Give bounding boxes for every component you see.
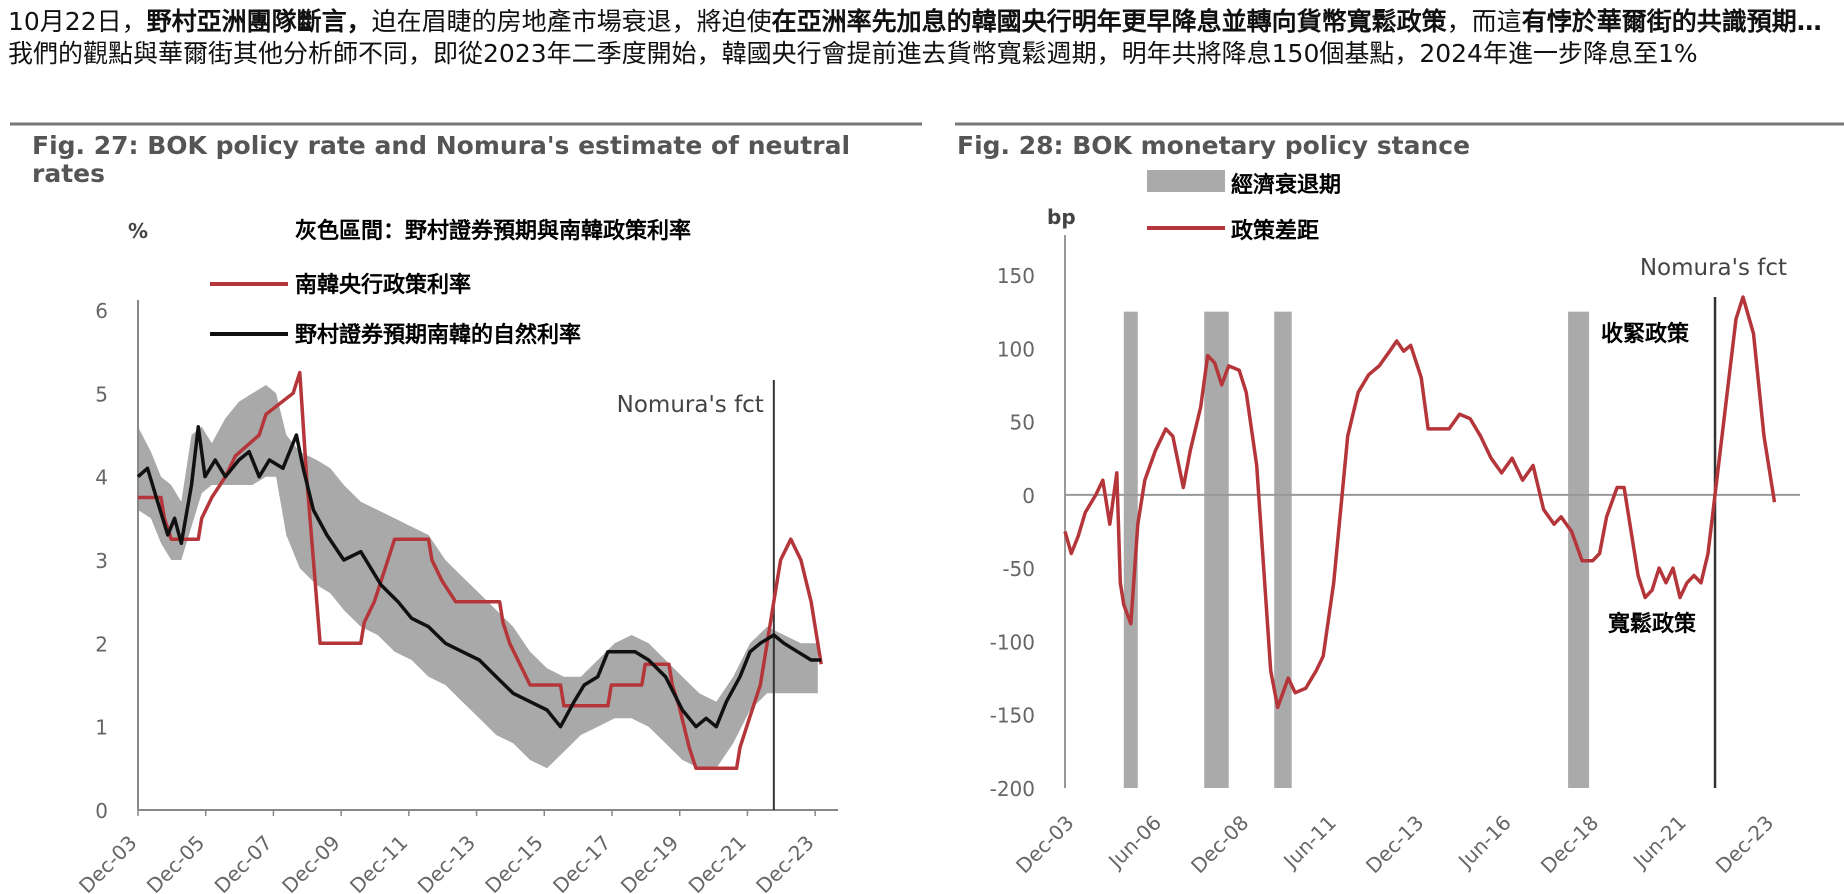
recession-bar xyxy=(1123,311,1138,788)
forecast-label: Nomura's fct xyxy=(617,392,764,418)
x-tick-label: Dec-03 xyxy=(74,831,141,894)
y-tick-label: -200 xyxy=(990,777,1035,801)
headline-segment: ，而這 xyxy=(1446,7,1522,36)
y-tick-label: -50 xyxy=(1002,557,1035,581)
annotation-label: 收緊政策 xyxy=(1601,321,1690,347)
x-tick-label: Dec-23 xyxy=(1711,811,1778,878)
legend-label: 南韓央行政策利率 xyxy=(295,272,471,298)
y-tick-label: -150 xyxy=(990,704,1035,728)
y-tick-label: 0 xyxy=(1022,484,1035,508)
y-tick-label: -100 xyxy=(990,630,1035,654)
x-tick-label: Dec-13 xyxy=(1361,811,1428,878)
chart-title: Fig. 28: BOK monetary policy stance xyxy=(957,131,1470,160)
y-tick-label: 3 xyxy=(95,549,108,573)
chart-panel-fig28: Fig. 28: BOK monetary policy stance bp -20… xyxy=(955,120,1844,894)
recession-bar xyxy=(1274,311,1292,788)
x-tick-label: Dec-19 xyxy=(616,831,683,894)
legend-label: 經濟衰退期 xyxy=(1231,172,1341,198)
x-tick-label: Jun-21 xyxy=(1627,811,1691,875)
headline-segment: 有悖於華爾街的共識預期… xyxy=(1521,7,1822,36)
x-tick-label: Dec-03 xyxy=(1011,811,1078,878)
legend-label: 政策差距 xyxy=(1231,218,1319,244)
x-tick-label: Dec-08 xyxy=(1186,811,1253,878)
x-tick-label: Dec-11 xyxy=(345,831,412,894)
headline-segment: 野村亞洲團隊斷言， xyxy=(146,7,372,36)
x-tick-label: Dec-05 xyxy=(142,831,209,894)
headline-text: 10月22日，野村亞洲團隊斷言，迫在眉睫的房地產市場衰退，將迫使在亞洲率先加息的… xyxy=(8,6,1838,116)
y-axis-label: bp xyxy=(1047,205,1076,229)
chart-title: rates xyxy=(32,159,105,188)
headline-segment: 我們的觀點與華爾街其他分析師不同，即從2023年二季度開始，韓國央行會提前進去貨… xyxy=(8,39,1698,68)
x-tick-label: Dec-13 xyxy=(413,831,480,894)
x-tick-label: Dec-17 xyxy=(548,831,615,894)
x-tick-label: Dec-15 xyxy=(480,831,547,894)
chart-panel-fig27: Fig. 27: BOK policy rate and Nomura's es… xyxy=(10,120,922,894)
chart-fig27: Fig. 27: BOK policy rate and Nomura's es… xyxy=(10,122,922,894)
x-tick-label: Dec-21 xyxy=(684,831,751,894)
legend-label: 野村證券預期南韓的自然利率 xyxy=(295,322,581,348)
series-line-policy-rate xyxy=(138,370,823,771)
y-tick-label: 4 xyxy=(95,466,108,490)
x-tick-label: Dec-09 xyxy=(277,831,344,894)
headline-segment: 迫在眉睫的房地產市場衰退，將迫使 xyxy=(371,7,772,36)
x-tick-label: Jun-16 xyxy=(1452,811,1516,875)
forecast-label: Nomura's fct xyxy=(1640,255,1787,281)
y-tick-label: 6 xyxy=(95,299,108,323)
headline-segment: 10月22日， xyxy=(8,7,147,36)
x-tick-label: Dec-23 xyxy=(751,831,818,894)
y-tick-label: 5 xyxy=(95,382,108,406)
series-line-policy-gap xyxy=(1063,295,1777,710)
x-tick-label: Jun-11 xyxy=(1277,811,1341,875)
x-tick-label: Dec-18 xyxy=(1536,811,1603,878)
y-tick-label: 0 xyxy=(95,799,108,823)
series-line-neutral-rate xyxy=(136,424,822,729)
headline-segment: 在亞洲率先加息的韓國央行明年更早降息並轉向貨幣寬鬆政策 xyxy=(771,7,1447,36)
legend-swatch xyxy=(1147,170,1225,192)
annotation-label: 寬鬆政策 xyxy=(1608,611,1697,637)
chart-title: Fig. 27: BOK policy rate and Nomura's es… xyxy=(32,131,850,160)
y-tick-label: 100 xyxy=(997,337,1035,361)
y-tick-label: 1 xyxy=(95,716,108,740)
y-tick-label: 150 xyxy=(997,264,1035,288)
recession-bar xyxy=(1204,311,1229,788)
y-axis-label: % xyxy=(128,219,148,243)
x-tick-label: Jun-06 xyxy=(1102,811,1166,875)
y-tick-label: 2 xyxy=(95,632,108,656)
chart-fig28: Fig. 28: BOK monetary policy stance bp -20… xyxy=(955,122,1844,878)
gray-band-area xyxy=(138,385,818,769)
y-tick-label: 50 xyxy=(1010,411,1035,435)
x-tick-label: Dec-07 xyxy=(210,831,277,894)
legend-label: 灰色區間：野村證券預期與南韓政策利率 xyxy=(295,218,691,244)
